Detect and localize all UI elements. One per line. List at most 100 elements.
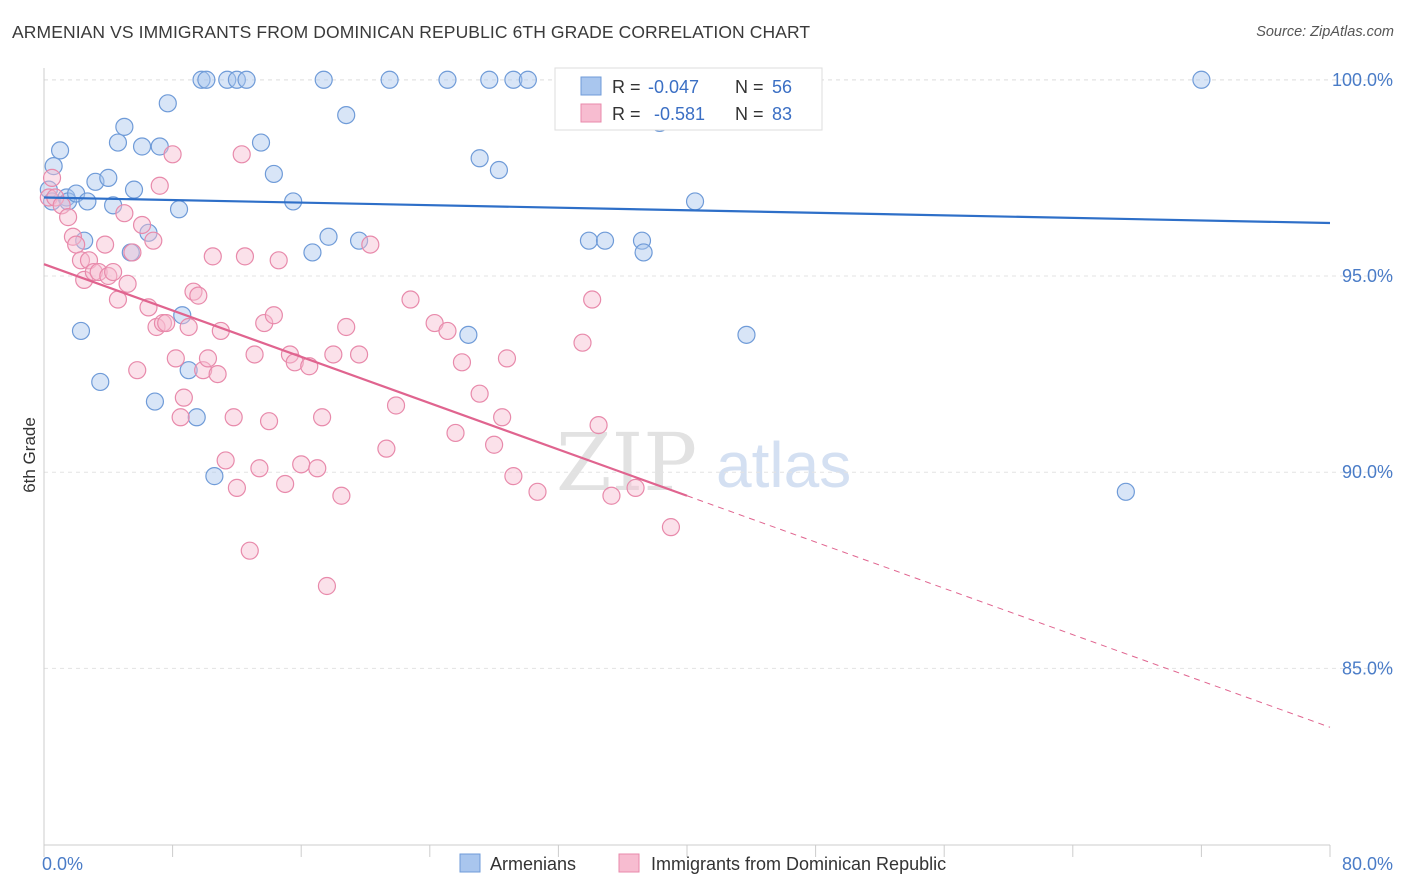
dominican-point-58 (317, 576, 337, 596)
bottom-legend-swatch-dominican (618, 853, 640, 873)
armenians-point-29 (218, 70, 237, 89)
dominican-point-14 (104, 262, 123, 282)
armenians-point-16 (124, 180, 144, 199)
dominican-point-44 (240, 541, 259, 560)
dominican-trend-extension (686, 495, 1331, 728)
dominican-point-36 (203, 247, 222, 266)
dominican-point-75 (504, 467, 523, 486)
dominican-point-26 (157, 313, 176, 333)
dominican-point-45 (245, 345, 264, 364)
dominican-point-27 (163, 145, 182, 164)
dominican-point-54 (292, 455, 311, 474)
dominican-point-10 (84, 262, 103, 282)
dominican-point-41 (227, 478, 246, 497)
bottom-legend-armenians: Armenians (490, 854, 576, 874)
dominican-point-16 (115, 204, 134, 223)
armenians-point-49 (595, 231, 615, 250)
legend-swatch-dominican (580, 103, 602, 123)
dominican-point-9 (79, 251, 99, 270)
watermark-atlas: atlas (716, 429, 851, 501)
y-tick-label-85: 85.0% (1342, 658, 1393, 678)
dominican-point-65 (386, 396, 406, 415)
dominican-point-46 (250, 459, 269, 478)
dominican-point-60 (332, 486, 351, 505)
dominican-point-66 (401, 290, 420, 309)
dominican-point-24 (150, 176, 169, 195)
legend-n-label-2: N = (735, 104, 764, 124)
armenians-point-42 (459, 325, 478, 344)
armenians-point-39 (349, 231, 369, 250)
y-tick-label-90: 90.0% (1342, 462, 1393, 482)
dominican-point-12 (95, 235, 115, 254)
dominican-point-19 (128, 361, 147, 380)
dominican-point-1 (42, 168, 62, 187)
dominican-point-59 (324, 345, 343, 364)
armenians-point-35 (303, 243, 322, 262)
armenians-point-55 (1116, 482, 1135, 501)
dominican-point-30 (174, 388, 193, 407)
armenians-point-53 (685, 192, 705, 211)
armenians-point-48 (579, 231, 599, 250)
armenians-point-23 (173, 306, 192, 325)
armenians-point-11 (99, 168, 118, 187)
bottom-legend-swatch-armenians (459, 853, 481, 873)
legend-r-value-1: -0.047 (648, 77, 699, 97)
y-tick-label-95: 95.0% (1342, 266, 1393, 286)
armenians-point-26 (192, 70, 211, 89)
dominican-point-29 (171, 408, 190, 427)
dominican-point-51 (276, 474, 295, 494)
dominican-point-35 (198, 349, 218, 368)
dominican-point-42 (232, 145, 251, 164)
x-tick-labels: 0.0% 80.0% (42, 854, 1393, 874)
legend-n-label-1: N = (735, 77, 764, 97)
armenians-point-51 (634, 243, 653, 262)
armenians-point-24 (179, 361, 198, 380)
dominican-point-37 (208, 364, 227, 384)
dominican-point-62 (349, 345, 369, 364)
dominican-point-6 (67, 235, 86, 254)
dominican-point-18 (123, 243, 142, 262)
armenians-trend-line (43, 196, 1331, 225)
dominican-point-11 (89, 262, 108, 282)
dominican-point-28 (166, 349, 185, 368)
series-dominican (39, 145, 681, 596)
armenians-point-56 (1192, 70, 1211, 89)
dominican-point-48 (259, 412, 279, 431)
armenians-point-14 (115, 117, 134, 136)
dominican-point-80 (602, 486, 621, 505)
dominican-point-4 (59, 208, 78, 227)
armenians-point-54 (737, 325, 756, 344)
armenians-point-47 (518, 70, 537, 89)
armenians-point-25 (187, 408, 206, 427)
bottom-legend-dominican: Immigrants from Dominican Republic (651, 854, 946, 874)
armenians-point-22 (169, 200, 189, 219)
source-label: Source: ZipAtlas.com (1256, 24, 1394, 40)
legend-swatch-armenians (580, 76, 602, 96)
legend-n-value-2: 83 (772, 104, 792, 124)
dominican-point-82 (661, 518, 681, 537)
y-tick-labels: 85.0% 90.0% 95.0% 100.0% (1332, 70, 1393, 679)
dominican-point-76 (528, 482, 547, 501)
armenians-point-33 (264, 164, 283, 184)
dominican-point-34 (194, 361, 213, 380)
armenians-point-32 (251, 133, 271, 152)
dominican-point-61 (337, 317, 356, 337)
dominican-point-74 (497, 349, 517, 368)
dominican-point-31 (179, 317, 198, 337)
dominican-point-50 (269, 251, 288, 270)
grid-lines (44, 79, 1392, 669)
legend-n-value-1: 56 (772, 77, 792, 97)
armenians-point-21 (158, 94, 177, 113)
x-tick-label-min: 0.0% (42, 854, 83, 874)
dominican-point-57 (312, 408, 332, 427)
watermark-zip: ZIP (556, 416, 697, 509)
armenians-point-30 (227, 70, 246, 89)
dominican-point-56 (308, 459, 327, 478)
dominican-point-73 (493, 408, 512, 427)
armenians-point-10 (91, 372, 110, 392)
dominican-point-72 (485, 435, 504, 454)
dominican-point-43 (235, 247, 255, 266)
dominican-point-77 (573, 333, 592, 352)
dominican-point-17 (118, 274, 137, 293)
